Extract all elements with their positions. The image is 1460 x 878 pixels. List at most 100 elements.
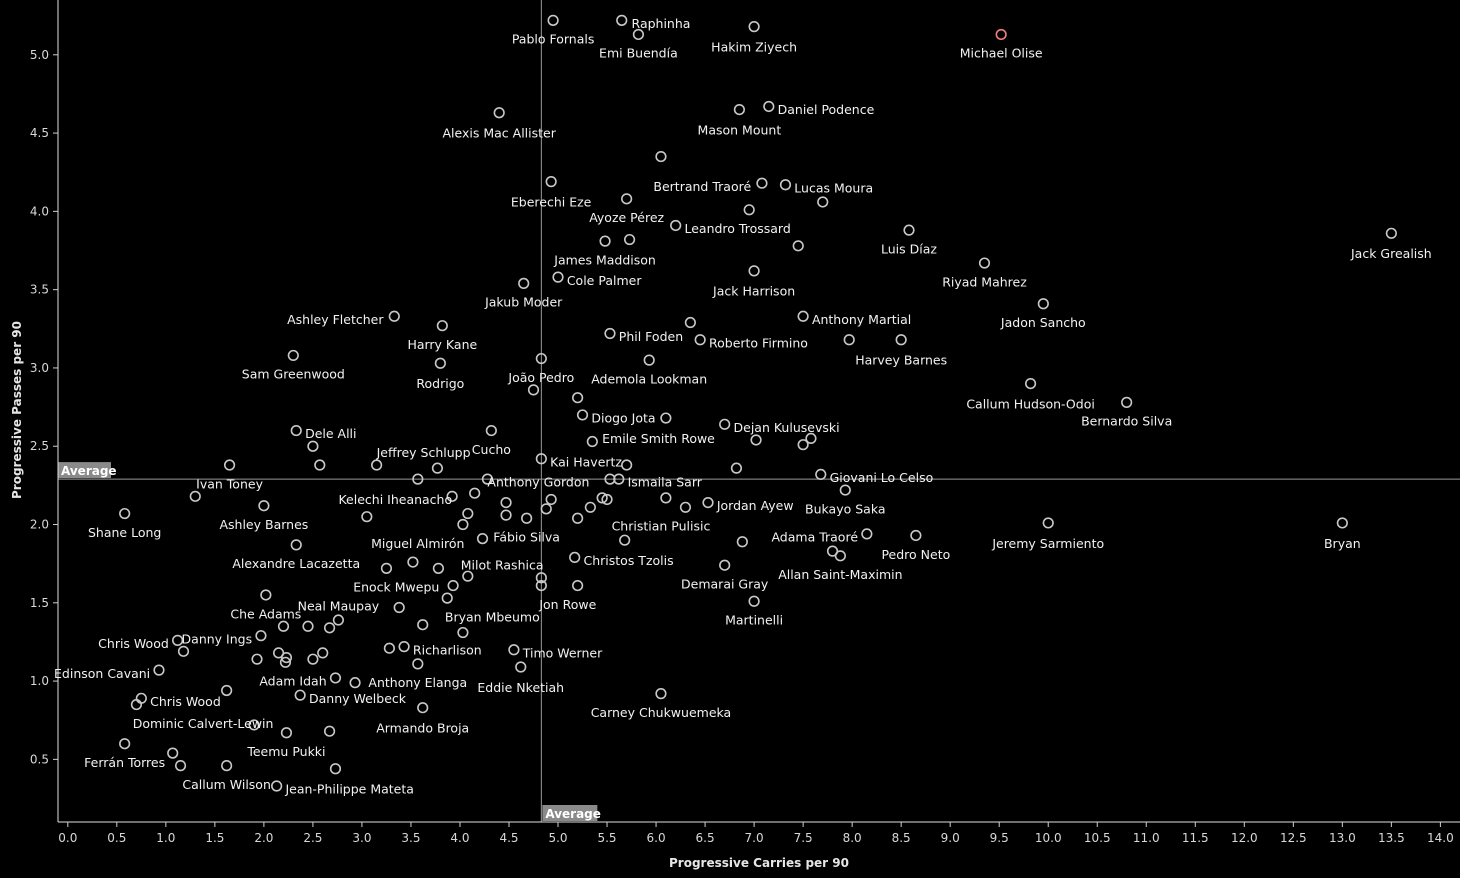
data-point bbox=[508, 644, 520, 656]
point-label: Martinelli bbox=[725, 613, 783, 628]
data-point bbox=[1037, 298, 1049, 310]
point-label: Carney Chukwuemeka bbox=[591, 705, 732, 720]
point-label: Dejan Kulusevski bbox=[734, 420, 840, 435]
x-tick-label: 12.5 bbox=[1280, 831, 1307, 845]
point-label: Rodrigo bbox=[416, 376, 464, 391]
point-label: Dominic Calvert-Lewin bbox=[133, 716, 274, 731]
data-point bbox=[290, 539, 302, 551]
x-tick-label: 9.5 bbox=[990, 831, 1009, 845]
point-label: Hakim Ziyech bbox=[711, 39, 797, 54]
point-label: Ayoze Pérez bbox=[589, 210, 664, 225]
point-label: Eddie Nketiah bbox=[477, 680, 564, 695]
x-tick-label: 13.5 bbox=[1378, 831, 1405, 845]
data-point bbox=[417, 702, 429, 714]
data-point bbox=[521, 512, 533, 524]
data-point bbox=[616, 14, 628, 26]
data-point bbox=[189, 490, 201, 502]
data-point bbox=[750, 434, 762, 446]
y-tick-label: 2.0 bbox=[30, 518, 49, 532]
data-point bbox=[130, 698, 143, 711]
data-point bbox=[329, 672, 342, 684]
point-label: Mason Mount bbox=[698, 122, 782, 137]
data-point bbox=[251, 653, 263, 665]
data-point bbox=[260, 589, 272, 601]
point-label: Bryan Mbeumo bbox=[445, 609, 540, 624]
data-point bbox=[540, 503, 552, 515]
data-point bbox=[302, 620, 314, 632]
point-label: Alexandre Lacazetta bbox=[232, 556, 360, 571]
data-point bbox=[527, 384, 540, 396]
data-point bbox=[861, 528, 873, 540]
x-tick-label: 0.5 bbox=[107, 831, 126, 845]
data-point bbox=[572, 579, 584, 592]
point-label: Shane Long bbox=[88, 525, 161, 540]
x-tick-label: 2.5 bbox=[303, 831, 322, 845]
point-label: Ademola Lookman bbox=[591, 371, 707, 386]
data-point bbox=[329, 763, 342, 775]
data-point bbox=[307, 653, 319, 665]
data-point bbox=[332, 614, 345, 626]
data-point bbox=[748, 21, 760, 33]
data-point bbox=[349, 677, 361, 689]
y-tick-label: 2.5 bbox=[30, 439, 49, 453]
data-point bbox=[903, 224, 915, 236]
data-point bbox=[535, 453, 547, 465]
point-label: Chris Wood bbox=[98, 636, 169, 651]
data-point bbox=[601, 493, 613, 506]
data-point bbox=[515, 661, 527, 673]
point-label: Eberechi Eze bbox=[511, 194, 592, 209]
point-label: Chris Wood bbox=[150, 694, 221, 709]
point-label: Allan Saint-Maximin bbox=[778, 567, 902, 582]
data-point bbox=[221, 684, 233, 697]
data-point bbox=[172, 634, 184, 646]
point-label: Roberto Firmino bbox=[709, 335, 808, 350]
data-point bbox=[719, 418, 731, 430]
data-point bbox=[623, 233, 636, 246]
data-point bbox=[843, 334, 855, 346]
data-point bbox=[314, 459, 326, 471]
data-point bbox=[621, 459, 633, 471]
y-tick-label: 3.5 bbox=[30, 283, 49, 297]
data-point bbox=[307, 440, 319, 452]
average-y-tag bbox=[58, 462, 111, 479]
data-point bbox=[287, 349, 299, 362]
point-label: Raphinha bbox=[632, 16, 691, 31]
data-point bbox=[177, 645, 190, 657]
data-point bbox=[743, 204, 755, 216]
y-tick-label: 5.0 bbox=[30, 48, 49, 62]
data-point bbox=[485, 424, 497, 437]
data-point bbox=[748, 265, 760, 277]
y-tick-label: 1.0 bbox=[30, 674, 49, 688]
data-point bbox=[655, 150, 667, 163]
axes: 0.0 0.5 1.0 1.5 2.0 2.5 3.0 3.5 4.0 4.5 5.0 5.5 6.0 6… bbox=[30, 0, 1460, 845]
point-labels: Pablo Fornals Raphinha Emi Buendía Hakim Zi… bbox=[54, 16, 1432, 797]
point-label: Jadon Sancho bbox=[1000, 315, 1086, 330]
data-point bbox=[380, 562, 393, 574]
point-label: Emile Smith Rowe bbox=[602, 431, 715, 446]
x-tick-label: 4.0 bbox=[450, 831, 469, 845]
data-point bbox=[763, 100, 775, 113]
x-axis-title: Progressive Carries per 90 bbox=[669, 856, 849, 870]
point-label: Leandro Trossard bbox=[684, 221, 790, 236]
data-point bbox=[679, 501, 692, 513]
data-point bbox=[447, 579, 459, 592]
data-point bbox=[586, 435, 598, 448]
x-tick-label: 5.0 bbox=[548, 831, 567, 845]
point-label: Michael Olise bbox=[960, 46, 1043, 61]
x-tick-label: 2.0 bbox=[254, 831, 273, 845]
point-label: Adam Idah bbox=[259, 674, 326, 689]
data-point bbox=[407, 556, 419, 568]
data-point bbox=[805, 432, 817, 445]
data-point bbox=[730, 462, 743, 474]
data-point bbox=[258, 500, 270, 512]
data-point bbox=[317, 647, 329, 659]
point-label: Sam Greenwood bbox=[242, 367, 345, 382]
data-point bbox=[469, 487, 481, 499]
x-tick-label: 5.5 bbox=[597, 831, 616, 845]
data-point bbox=[441, 592, 453, 604]
point-label: Giovani Lo Celso bbox=[830, 470, 934, 485]
data-point bbox=[277, 620, 290, 632]
data-point bbox=[462, 570, 474, 582]
data-point bbox=[1336, 517, 1348, 529]
